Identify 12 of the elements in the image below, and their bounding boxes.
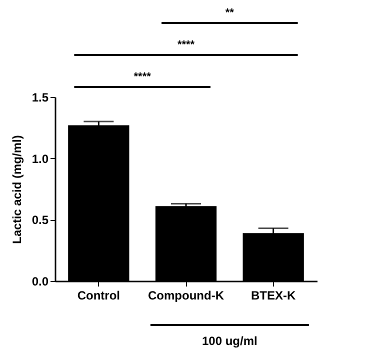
x-tick-label: Compound-K: [148, 288, 224, 302]
x-tick-label: Control: [77, 288, 120, 302]
text: ****: [177, 39, 196, 51]
text: 100 ug/ml: [202, 334, 258, 348]
y-tick-label: 0.0: [32, 274, 49, 288]
x-tick-label: BTEX-K: [250, 288, 296, 302]
text: ****: [134, 71, 152, 83]
y-tick-label: 1.5: [32, 90, 49, 104]
y-tick-label: 0.5: [32, 213, 49, 228]
y-axis-title: Lactic acid (mg/ml): [10, 135, 24, 244]
text: **: [225, 7, 235, 19]
y-tick-label: 1.0: [32, 152, 49, 166]
